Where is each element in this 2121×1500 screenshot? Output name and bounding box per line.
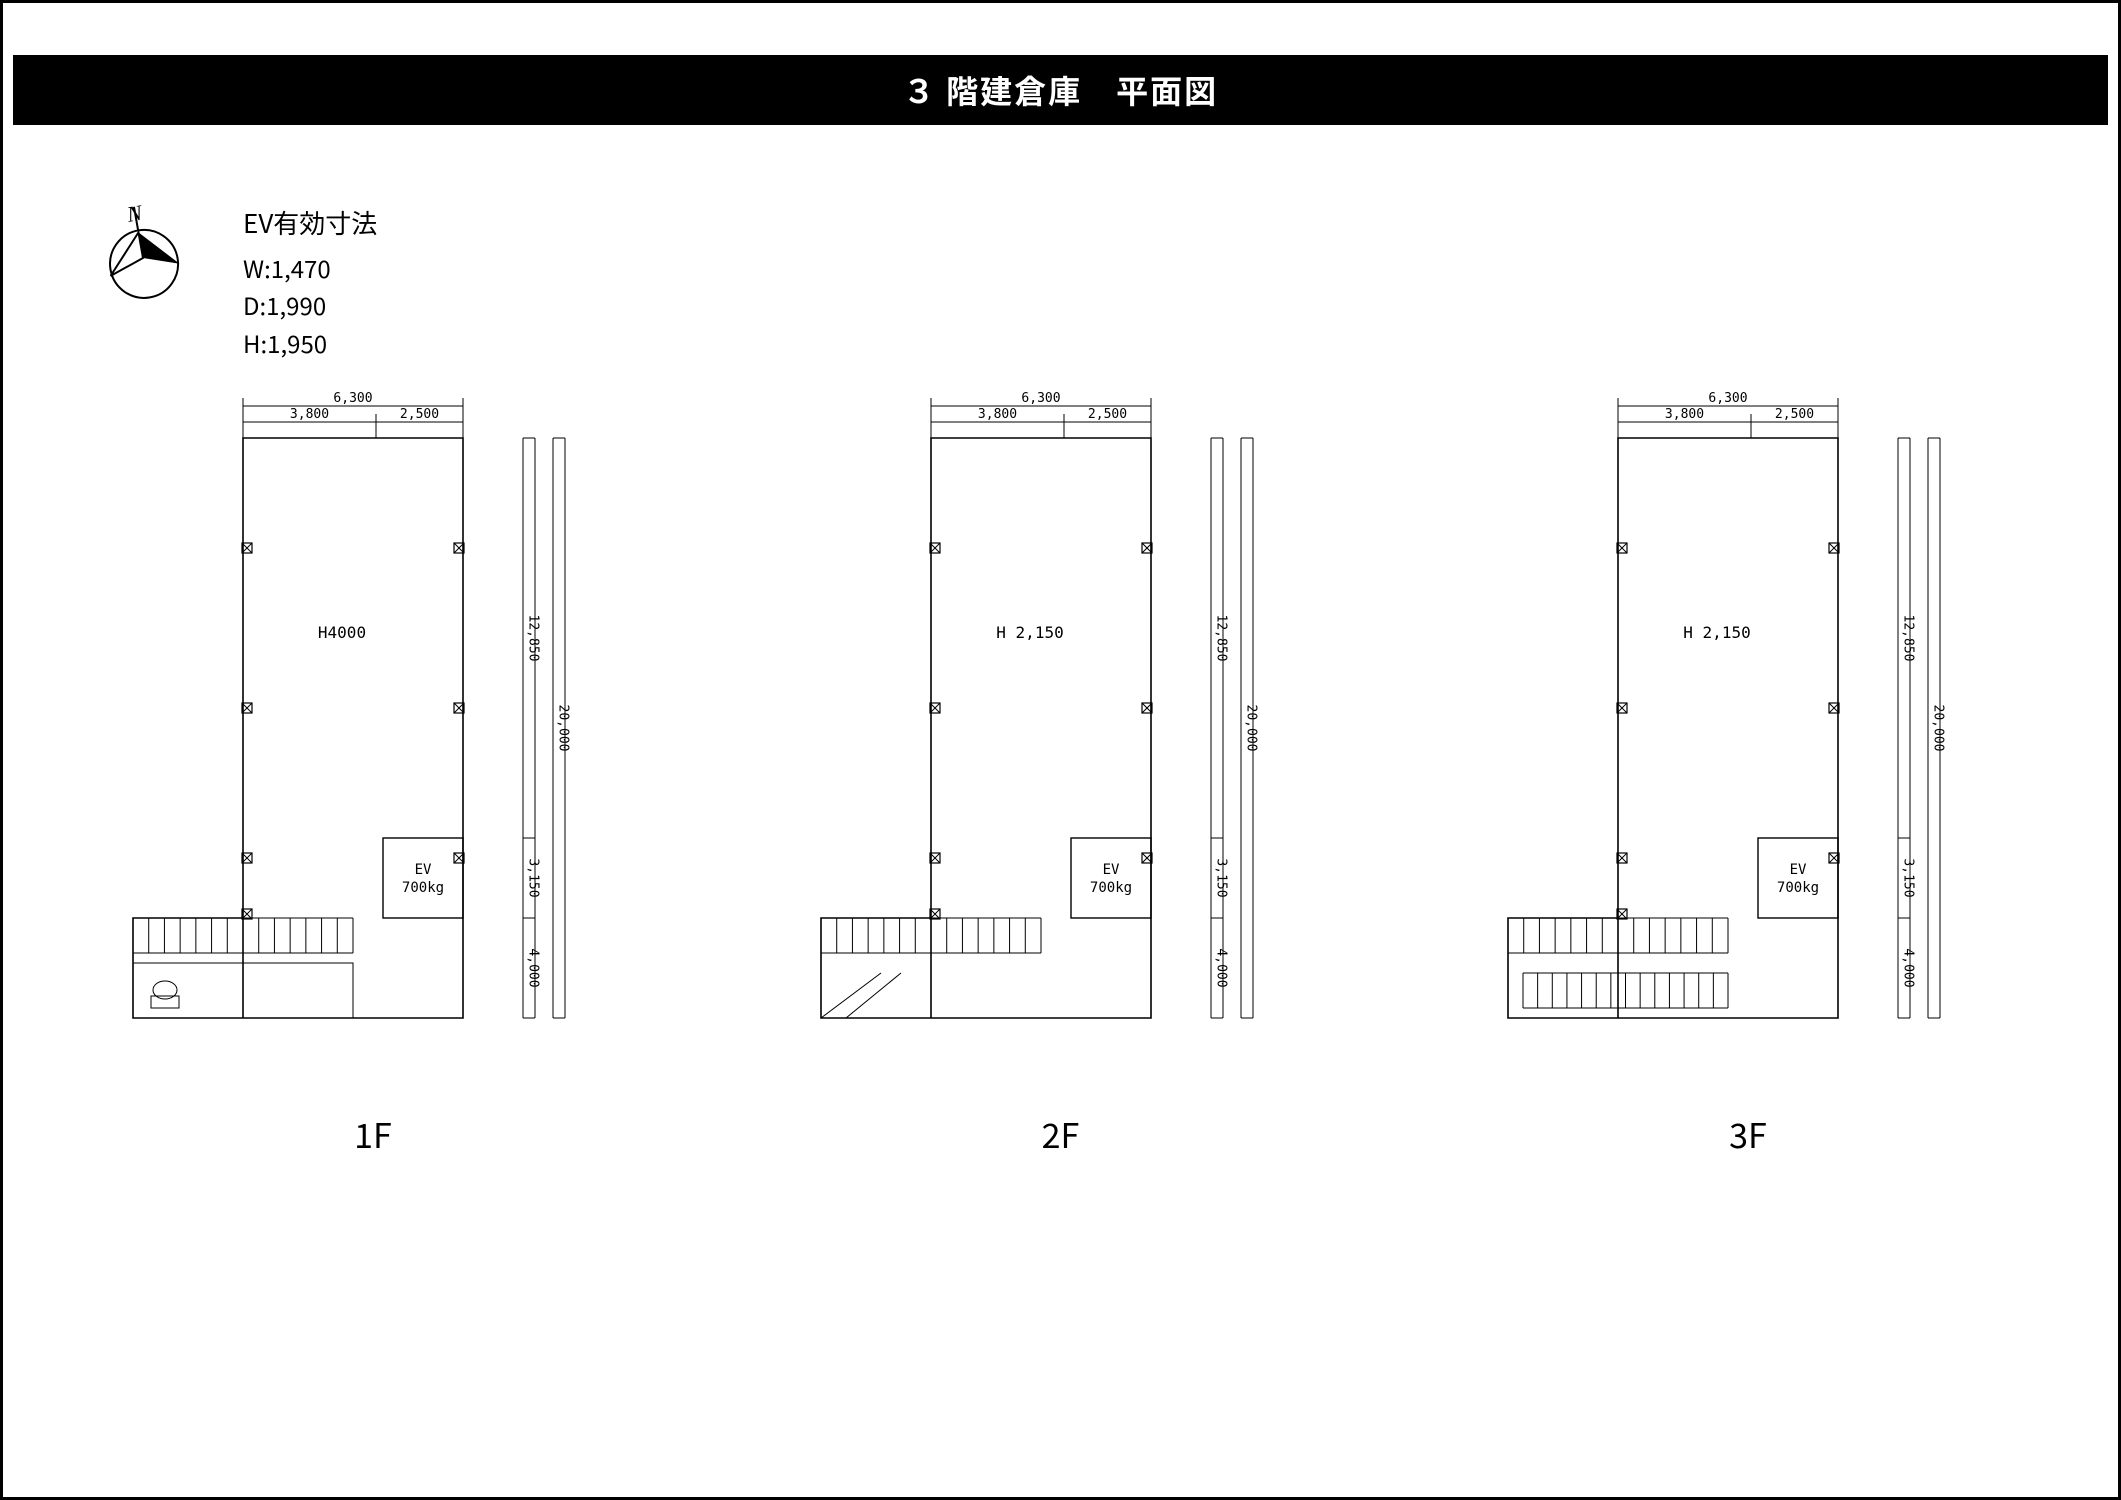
svg-text:3,800: 3,800 [977,407,1016,422]
svg-text:3,150: 3,150 [1213,858,1228,897]
svg-text:700kg: 700kg [1777,880,1819,896]
svg-text:20,000: 20,000 [556,705,571,752]
floor-block: 6,300 3,800 2,500 12,850 3,150 4,000 20,… [63,378,683,1098]
page-title: ３ 階建倉庫 平面図 [903,67,1218,113]
floor-label: 3F [1438,1109,2058,1158]
svg-text:2,500: 2,500 [1087,407,1126,422]
svg-text:6,300: 6,300 [1021,391,1060,406]
svg-text:4,000: 4,000 [1213,948,1228,987]
svg-text:EV: EV [1790,862,1807,878]
svg-text:4,000: 4,000 [526,948,541,987]
svg-text:EV: EV [415,862,432,878]
svg-text:H 2,150: H 2,150 [1683,623,1750,642]
floor-plan-svg: 6,300 3,800 2,500 12,850 3,150 4,000 20,… [751,378,1371,1098]
ev-spec-header: EV有効寸法 [243,203,377,243]
floor-block: 6,300 3,800 2,500 12,850 3,150 4,000 20,… [751,378,1371,1098]
svg-text:6,300: 6,300 [1708,391,1747,406]
floor-block: 6,300 3,800 2,500 12,850 3,150 4,000 20,… [1438,378,2058,1098]
ev-spec-d: D:1,990 [243,286,377,323]
floor-plan-svg: 6,300 3,800 2,500 12,850 3,150 4,000 20,… [63,378,683,1098]
ev-spec-w: W:1,470 [243,249,377,286]
svg-text:3,150: 3,150 [526,858,541,897]
svg-text:6,300: 6,300 [333,391,372,406]
floor-label: 1F [63,1109,683,1158]
floor-plan-svg: 6,300 3,800 2,500 12,850 3,150 4,000 20,… [1438,378,2058,1098]
svg-text:4,000: 4,000 [1901,948,1916,987]
svg-text:20,000: 20,000 [1243,705,1258,752]
svg-text:2,500: 2,500 [400,407,439,422]
svg-text:12,850: 12,850 [1901,615,1916,662]
svg-text:EV: EV [1102,862,1119,878]
svg-text:3,800: 3,800 [1665,407,1704,422]
svg-text:700kg: 700kg [402,880,444,896]
svg-text:H4000: H4000 [318,623,366,642]
north-compass: N [83,198,203,318]
svg-text:3,150: 3,150 [1901,858,1916,897]
svg-text:2,500: 2,500 [1775,407,1814,422]
svg-text:3,800: 3,800 [290,407,329,422]
ev-spec-h: H:1,950 [243,324,377,361]
svg-text:12,850: 12,850 [526,615,541,662]
drawing-page: ３ 階建倉庫 平面図 N EV有効寸法 W:1,470 D:1,990 H:1,… [0,0,2121,1500]
floors-row: 6,300 3,800 2,500 12,850 3,150 4,000 20,… [63,378,2058,1098]
floor-label: 2F [751,1109,1371,1158]
ev-spec-block: EV有効寸法 W:1,470 D:1,990 H:1,950 [243,203,377,361]
svg-text:12,850: 12,850 [1213,615,1228,662]
svg-text:700kg: 700kg [1089,880,1131,896]
title-bar: ３ 階建倉庫 平面図 [13,55,2108,125]
svg-text:20,000: 20,000 [1931,705,1946,752]
svg-text:H 2,150: H 2,150 [996,623,1063,642]
